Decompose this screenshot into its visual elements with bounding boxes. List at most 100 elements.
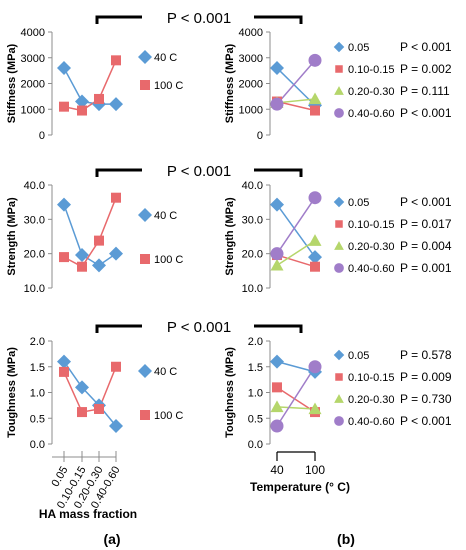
legend-marker: [333, 41, 345, 53]
legend-label: 0.05: [348, 197, 369, 209]
y-tick-label: 40.0: [24, 180, 45, 192]
y-axis-title: Strength (MPa): [224, 197, 236, 276]
data-point: [59, 366, 69, 377]
legend-marker: [334, 241, 344, 250]
y-tick-label: 2.0: [30, 336, 45, 348]
data-point: [92, 258, 106, 273]
y-tick-label: 0.0: [30, 439, 45, 451]
p-value-label: P = 0.002: [400, 62, 452, 76]
data-point: [270, 354, 284, 369]
legend-marker: [333, 196, 345, 208]
p-value-label: P = 0.001: [400, 261, 452, 275]
series-line: [276, 204, 316, 258]
legend-marker: [140, 80, 150, 90]
y-tick-label: 1.5: [248, 362, 263, 374]
x-axis-title-b: Temperature (° C): [250, 480, 350, 494]
legend-label: 0.40-0.60: [348, 108, 394, 120]
data-point: [59, 252, 69, 263]
y-tick-label: 3000: [21, 53, 45, 65]
legend-marker: [334, 416, 344, 426]
data-point: [57, 197, 71, 212]
significance-label: P < 0.001: [167, 319, 231, 336]
data-point: [77, 407, 87, 418]
data-point: [308, 191, 322, 205]
significance-label: P < 0.001: [167, 10, 231, 27]
legend-marker: [335, 65, 343, 73]
y-tick-label: 3000: [239, 53, 263, 65]
series-line: [276, 98, 316, 104]
y-tick-label: 2000: [21, 79, 45, 91]
p-value-label: P = 0.730: [400, 392, 452, 406]
y-tick-label: 2000: [239, 79, 263, 91]
p-value-label: P < 0.001: [400, 40, 452, 54]
legend-marker: [334, 108, 344, 118]
legend-label: 100 C: [154, 410, 183, 422]
series-line: [276, 406, 316, 410]
legend-label: 40 C: [154, 210, 177, 222]
annotation-backing: [142, 161, 254, 179]
legend-label: 0.10-0.15: [348, 64, 394, 76]
series-line: [276, 197, 316, 255]
y-tick-label: 0: [39, 130, 45, 142]
annotation-backing: [142, 317, 254, 335]
legend-marker: [138, 208, 152, 222]
y-tick-label: 1.0: [30, 388, 45, 400]
y-tick-label: 20.0: [242, 249, 263, 261]
data-point: [77, 105, 87, 116]
y-axis-title: Stiffness (MPa): [6, 43, 18, 123]
p-value-label: P = 0.578: [400, 348, 452, 362]
data-point: [270, 197, 284, 212]
series-line: [276, 360, 316, 373]
legend-label: 100 C: [154, 80, 183, 92]
y-axis-title: Toughness (MPa): [6, 347, 18, 438]
data-point: [109, 97, 123, 112]
data-point: [111, 55, 121, 66]
data-point: [270, 247, 284, 261]
y-tick-label: 1000: [21, 104, 45, 116]
y-axis-title: Toughness (MPa): [224, 347, 236, 438]
legend-label: 0.10-0.15: [348, 372, 394, 384]
series-line: [63, 361, 117, 427]
y-tick-label: 4000: [239, 27, 263, 39]
data-point: [270, 97, 284, 111]
data-point: [94, 235, 104, 246]
data-point: [77, 261, 87, 272]
annotation-backing: [142, 8, 254, 26]
data-point: [270, 419, 284, 433]
data-point: [75, 380, 89, 395]
legend-marker: [334, 263, 344, 273]
data-point: [308, 92, 322, 105]
series-line: [63, 204, 117, 267]
data-point: [109, 246, 123, 261]
legend-label: 0.20-0.30: [348, 86, 394, 98]
legend-label: 40 C: [154, 52, 177, 64]
series-line: [63, 197, 117, 268]
significance-label: P < 0.001: [167, 163, 231, 180]
data-point: [57, 354, 71, 369]
p-value-label: P = 0.111: [400, 84, 450, 98]
p-value-label: P = 0.009: [400, 370, 452, 384]
series-line: [63, 366, 117, 413]
legend-label: 0.40-0.60: [348, 416, 394, 428]
legend-label: 0.20-0.30: [348, 394, 394, 406]
legend-label: 100 C: [154, 254, 183, 266]
data-point: [308, 53, 322, 67]
legend-marker: [335, 220, 343, 228]
legend-label: 0.05: [348, 350, 369, 362]
p-value-label: P < 0.001: [400, 106, 452, 120]
y-tick-label: 10.0: [242, 283, 263, 295]
y-tick-label: 2.0: [248, 336, 263, 348]
x-tick-label-b: 40: [270, 463, 284, 477]
p-value-label: P = 0.017: [400, 217, 452, 231]
data-point: [75, 94, 89, 109]
series-line: [276, 254, 316, 268]
y-tick-label: 0: [257, 130, 263, 142]
y-tick-label: 4000: [21, 27, 45, 39]
p-value-label: P < 0.001: [400, 195, 452, 209]
y-tick-label: 30.0: [242, 214, 263, 226]
legend-marker: [138, 364, 152, 378]
data-point: [310, 105, 320, 116]
data-point: [111, 192, 121, 203]
y-tick-label: 1.5: [30, 362, 45, 374]
